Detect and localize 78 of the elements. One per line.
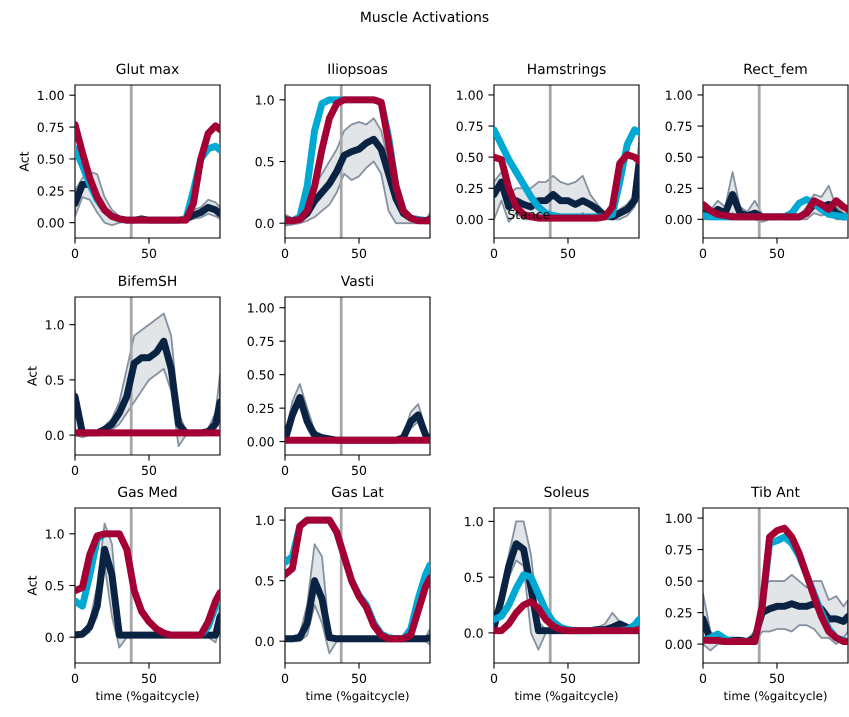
y-tick-label: 0.0 xyxy=(46,430,64,440)
y-tick-label: 0.75 xyxy=(666,545,692,555)
chart-title: Gas Lat xyxy=(332,486,384,498)
chart-title: Hamstrings xyxy=(528,63,606,77)
y-tick-label: 0.75 xyxy=(38,122,64,132)
y-tick-label: 1.0 xyxy=(46,320,64,330)
chart-title: Tib Ant xyxy=(751,486,800,498)
y-tick-label: 0.25 xyxy=(666,184,692,194)
y-tick-label: 1.0 xyxy=(256,516,274,526)
y-tick-label: 0.5 xyxy=(256,156,274,166)
x-tick-label: 50 xyxy=(560,248,576,258)
y-tick-label: 0.0 xyxy=(256,636,274,646)
x-tick-label: 0 xyxy=(490,674,498,684)
y-tick-label: 0.00 xyxy=(248,437,274,447)
x-tick-label: 50 xyxy=(560,674,576,684)
y-tick-label: 0.50 xyxy=(456,152,483,162)
x-tick-label: 0 xyxy=(700,674,706,684)
y-tick-label: 1.00 xyxy=(38,90,64,100)
x-axis-title: time (%gaitcycle) xyxy=(514,691,618,702)
y-tick-label: 0.50 xyxy=(248,370,274,380)
y-tick-label: 0.5 xyxy=(46,580,64,590)
y-axis-title: Act xyxy=(19,152,29,172)
x-axis-title: time (%gaitcycle) xyxy=(306,691,408,702)
x-tick-label: 0 xyxy=(72,466,78,476)
x-tick-label: 50 xyxy=(142,674,156,684)
y-tick-label: 0.25 xyxy=(38,186,64,196)
x-tick-label: 0 xyxy=(490,248,498,258)
y-tick-label: 0.25 xyxy=(666,608,692,618)
y-tick-label: 1.0 xyxy=(465,516,483,526)
x-axis-title: time (%gaitcycle) xyxy=(96,691,198,702)
y-tick-label: 1.0 xyxy=(256,95,274,105)
chart-title: Vasti xyxy=(340,275,373,286)
text: Muscle Activations xyxy=(361,11,488,22)
y-tick-label: 0.50 xyxy=(666,576,692,586)
x-tick-label: 0 xyxy=(72,248,78,258)
y-tick-label: 0.50 xyxy=(38,154,64,164)
y-tick-label: 1.00 xyxy=(666,90,692,100)
y-tick-label: 0.0 xyxy=(46,632,64,642)
y-tick-label: 0.75 xyxy=(666,122,692,131)
x-tick-label: 50 xyxy=(142,248,156,258)
y-axis-title: Act xyxy=(27,576,37,596)
chart-title: BifemSH xyxy=(119,275,176,286)
y-tick-label: 1.00 xyxy=(666,514,692,524)
y-tick-label: 0.0 xyxy=(464,628,483,638)
chart-title: Gas Med xyxy=(118,486,176,498)
y-tick-label: 0.25 xyxy=(248,404,274,414)
x-tick-label: 0 xyxy=(72,674,78,684)
y-tick-label: 0.5 xyxy=(256,576,274,586)
x-axis-title: time (%gaitcycle) xyxy=(724,691,826,702)
x-tick-label: 50 xyxy=(352,466,366,476)
y-tick-label: 0.5 xyxy=(46,375,64,385)
y-tick-label: 0.50 xyxy=(666,152,692,162)
x-tick-label: 50 xyxy=(142,466,156,476)
x-tick-label: 50 xyxy=(770,674,784,684)
y-tick-label: 0.75 xyxy=(248,336,274,346)
chart-title: Glut max xyxy=(116,63,179,74)
y-tick-label: 1.00 xyxy=(457,90,483,100)
chart-title: Soleus xyxy=(544,486,589,498)
y-tick-label: 0.00 xyxy=(666,640,692,650)
x-tick-label: 50 xyxy=(352,248,366,258)
y-tick-label: 1.00 xyxy=(248,303,274,313)
y-tick-label: 0.75 xyxy=(456,122,482,131)
y-tick-label: 0.25 xyxy=(456,184,482,194)
y-tick-label: 1.0 xyxy=(46,529,64,539)
x-tick-label: 0 xyxy=(282,248,288,258)
x-tick-label: 0 xyxy=(700,248,706,258)
y-tick-label: 0.00 xyxy=(456,214,483,224)
chart-title: Iliopsoas xyxy=(328,63,388,77)
x-tick-label: 50 xyxy=(352,674,366,684)
y-tick-label: 0.00 xyxy=(666,214,692,224)
x-tick-label: 50 xyxy=(770,248,784,258)
x-tick-label: 0 xyxy=(282,674,288,684)
y-tick-label: 0.0 xyxy=(256,218,274,228)
chart-title: Rect_fem xyxy=(744,63,807,78)
y-tick-label: 0.00 xyxy=(38,218,64,228)
y-axis-title: Act xyxy=(27,366,37,386)
y-tick-label: 0.5 xyxy=(464,572,482,582)
x-tick-label: 0 xyxy=(282,466,288,476)
